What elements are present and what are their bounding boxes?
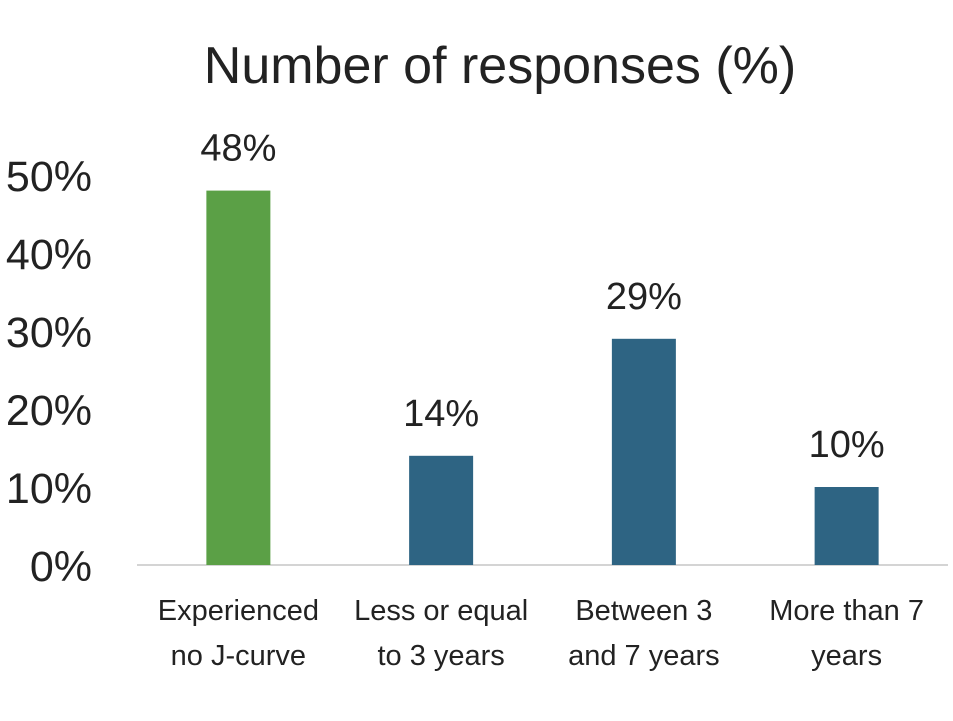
- chart-title: Number of responses (%): [203, 37, 797, 95]
- y-tick-label: 10%: [6, 465, 92, 513]
- x-tick-label: no J-curve: [171, 640, 306, 672]
- x-tick-label: years: [811, 640, 882, 672]
- bar[interactable]: [206, 190, 271, 565]
- y-tick-label: 30%: [6, 309, 92, 357]
- x-tick-label: Experienced: [158, 595, 319, 627]
- y-tick-label: 40%: [6, 231, 92, 279]
- y-tick-label: 50%: [6, 153, 92, 201]
- data-label: 10%: [809, 424, 885, 466]
- x-tick-label: Less or equal: [354, 595, 528, 627]
- data-label: 14%: [403, 393, 479, 435]
- bar[interactable]: [814, 487, 879, 565]
- x-tick-label: More than 7: [769, 595, 924, 627]
- x-tick-label: to 3 years: [377, 640, 504, 672]
- data-label: 29%: [606, 276, 682, 318]
- x-tick-label: and 7 years: [568, 640, 720, 672]
- bar[interactable]: [611, 338, 676, 565]
- y-tick-label: 20%: [6, 387, 92, 435]
- bar[interactable]: [409, 455, 474, 565]
- data-label: 48%: [200, 128, 276, 170]
- y-tick-label: 0%: [30, 543, 92, 591]
- x-tick-label: Between 3: [575, 595, 712, 627]
